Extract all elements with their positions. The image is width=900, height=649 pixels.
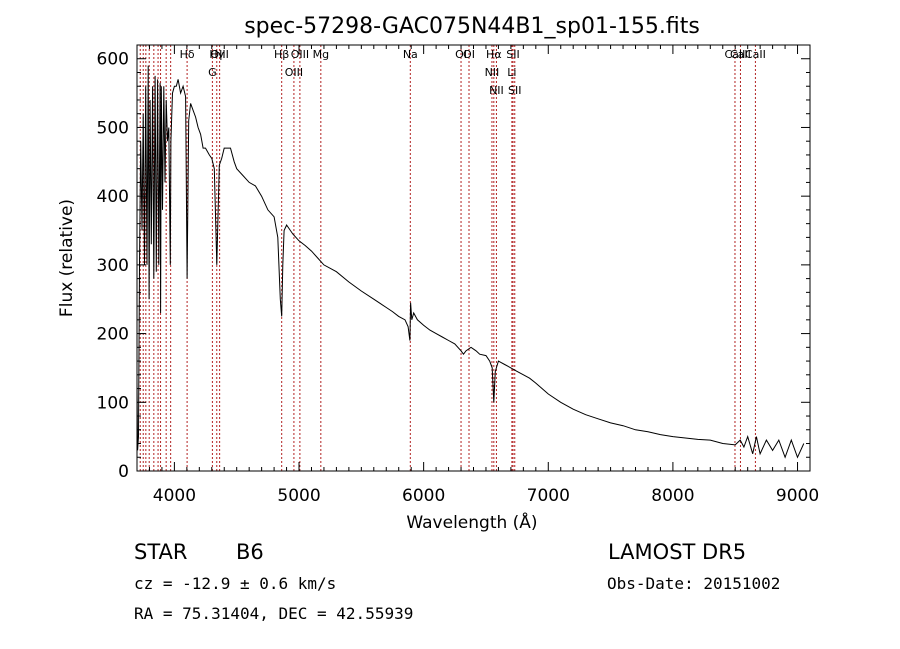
line-label: OIII	[210, 48, 228, 61]
y-tick-label: 500	[97, 118, 129, 138]
y-axis-label: Flux (relative)	[57, 199, 77, 317]
line-label: Hγ	[209, 48, 224, 61]
object-subclass: B6	[236, 540, 264, 564]
chart-title: spec-57298-GAC075N44B1_sp01-155.fits	[244, 14, 700, 39]
plot-frame	[136, 44, 811, 472]
line-label: CaII	[725, 48, 746, 61]
line-label: Na	[403, 48, 418, 61]
x-tick-label: 5000	[277, 486, 320, 506]
line-label: Hα	[486, 48, 502, 61]
line-label: Mg	[313, 48, 329, 61]
y-tick-label: 100	[97, 393, 129, 413]
line-label: Li	[507, 66, 516, 79]
y-tick-label: 600	[97, 50, 129, 70]
redshift-text: cz = -12.9 ± 0.6 km/s	[134, 574, 337, 593]
obs-date: Obs-Date: 20151002	[607, 574, 781, 593]
line-label: CaII	[745, 48, 766, 61]
x-tick-label: 8000	[651, 486, 694, 506]
x-axis-label: Wavelength (Å)	[406, 511, 537, 533]
x-tick-label: 4000	[153, 486, 196, 506]
y-tick-label: 0	[118, 462, 129, 482]
x-tick-label: 9000	[776, 486, 819, 506]
line-label: OIII	[285, 66, 303, 79]
line-label: Hβ	[274, 48, 289, 61]
emission-line-markers	[139, 45, 756, 471]
line-label: SII	[508, 84, 521, 97]
line-label: OI	[463, 48, 475, 61]
y-tick-label: 300	[97, 256, 129, 276]
y-axis: 0 100 200 300 400 500 600	[97, 44, 810, 482]
line-label: Hδ	[180, 48, 195, 61]
survey-name: LAMOST DR5	[608, 540, 747, 564]
coordinates: RA = 75.31404, DEC = 42.55939	[134, 604, 414, 623]
line-label: G	[208, 66, 217, 79]
object-class: STAR	[134, 540, 188, 564]
line-label: NII	[485, 66, 500, 79]
x-tick-label: 7000	[527, 486, 570, 506]
x-tick-label: 6000	[402, 486, 445, 506]
line-label: SII	[506, 48, 519, 61]
y-tick-label: 200	[97, 325, 129, 345]
y-tick-label: 400	[97, 187, 129, 207]
x-axis: 4000 5000 6000 7000 8000 9000	[148, 45, 819, 506]
line-label: OIII	[291, 48, 309, 61]
line-label: OI	[455, 48, 467, 61]
line-label: CaII	[730, 48, 751, 61]
spectrum-line	[136, 65, 805, 459]
line-label: NII	[489, 84, 504, 97]
